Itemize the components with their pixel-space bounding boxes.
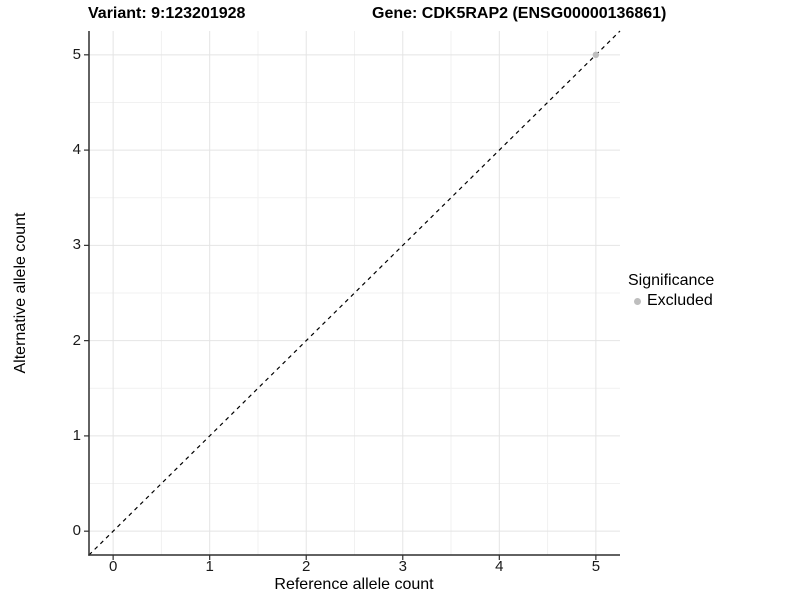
y-tick-label: 0 <box>72 522 81 540</box>
y-tick-label: 3 <box>72 236 81 254</box>
x-axis-title: Reference allele count <box>274 576 434 593</box>
y-tick-label: 2 <box>72 331 81 349</box>
x-tick-label: 3 <box>398 558 407 575</box>
y-tick-label: 4 <box>72 141 81 159</box>
x-tick-label: 2 <box>302 558 311 575</box>
legend-title: Significance <box>628 272 715 289</box>
x-tick-label: 5 <box>591 558 601 575</box>
excluded-point-swatch-icon <box>634 297 641 305</box>
gene-title: Gene: CDK5RAP2 (ENSG00000136861) <box>372 5 667 22</box>
x-tick-label: 0 <box>108 558 118 575</box>
y-tick-label: 1 <box>72 426 81 444</box>
y-tick-label: 5 <box>72 45 81 63</box>
variant-title: Variant: 9:123201928 <box>88 5 246 22</box>
x-tick-label: 1 <box>205 558 214 575</box>
data-point-excluded <box>592 51 600 59</box>
legend-item-excluded: Excluded <box>628 292 714 310</box>
legend: Significance Excluded <box>628 272 714 310</box>
x-tick-label: 4 <box>495 558 504 575</box>
legend-item-label: Excluded <box>647 292 713 309</box>
y-axis-title: Alternative allele count <box>12 212 29 374</box>
